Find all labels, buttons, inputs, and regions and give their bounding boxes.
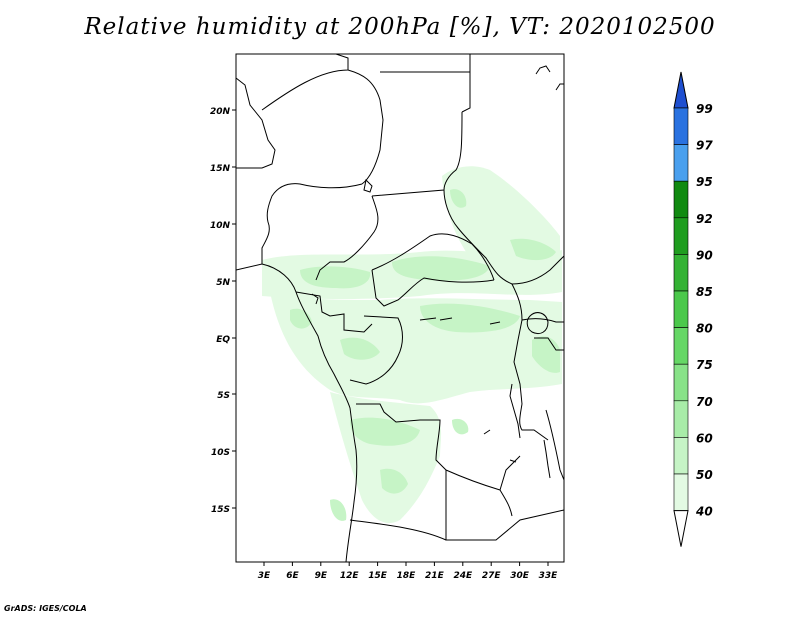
colorbar-label: 95 [696, 175, 713, 189]
border-15 [519, 403, 549, 441]
border-4 [261, 183, 363, 264]
humid-patch-11 [450, 189, 467, 208]
lat-label: 10N [210, 221, 231, 231]
lon-label: 3E [258, 571, 271, 581]
border-12 [295, 291, 373, 333]
lon-label: 24E [453, 571, 473, 581]
lat-label: 5N [216, 278, 230, 288]
colorbar-segment [673, 400, 689, 438]
colorbar-label: 97 [696, 139, 713, 153]
humid-region-central [270, 292, 562, 404]
lon-label: 30E [510, 571, 530, 581]
border-14 [511, 283, 523, 405]
latitude-axis: 20N 15N 10N 5N EQ 5S 10S 15S [210, 107, 236, 515]
lake-victoria [526, 312, 549, 335]
lake-dash-2 [489, 321, 501, 325]
humid-patch-12 [330, 499, 347, 521]
border-23 [521, 318, 564, 323]
border-13 [349, 315, 403, 385]
lake-dash-1 [419, 317, 453, 321]
colorbar-label: 80 [696, 322, 713, 336]
colorbar-segment [673, 363, 689, 402]
border-24 [535, 65, 564, 91]
colorbar-label: 60 [696, 431, 713, 445]
border-7 [371, 111, 463, 197]
border-22 [534, 337, 564, 351]
border-10 [371, 233, 495, 281]
lat-label: 10S [211, 448, 230, 458]
border-16 [356, 403, 447, 471]
lake-malawi [543, 439, 551, 479]
lon-label: 12E [340, 571, 360, 581]
border-17 [445, 455, 521, 491]
colorbar-label: 85 [696, 285, 713, 299]
colorbar-segment [673, 217, 689, 255]
colorbar-label: 40 [695, 505, 713, 519]
colorbar-segment [673, 254, 689, 292]
lon-label: 33E [539, 571, 559, 581]
map-frame [235, 53, 565, 563]
lon-label: 21E [425, 571, 445, 581]
colorbar-label: 70 [696, 395, 713, 409]
colorbar-segment [673, 327, 689, 365]
colorbar-label: 90 [696, 248, 713, 262]
border-2 [261, 54, 349, 111]
map-title: Relative humidity at 200hPa [%], VT: 202… [84, 14, 716, 40]
border-11 [371, 269, 495, 307]
colorbar-segment [673, 473, 689, 511]
colorbar-label: 99 [696, 102, 713, 116]
lon-label: 27E [482, 571, 502, 581]
border-1 [236, 77, 276, 169]
country-borders [236, 54, 564, 562]
humid-patch-6 [340, 337, 380, 360]
lat-label: 15S [211, 505, 230, 515]
humidity-shading [262, 166, 562, 524]
lake-chad [363, 178, 373, 193]
border-20 [499, 489, 513, 517]
lat-label: 15N [210, 164, 231, 174]
colorbar-label: 75 [696, 358, 713, 372]
lat-label: EQ [216, 335, 230, 345]
humid-patch-9 [290, 308, 312, 329]
border-18 [445, 470, 564, 541]
humid-patch-4 [350, 417, 420, 446]
lat-label: 5S [217, 391, 230, 401]
colorbar-segment [673, 180, 689, 219]
humid-patch-3 [420, 303, 520, 333]
border-9 [443, 189, 564, 285]
lon-label: 6E [286, 571, 299, 581]
humid-patch-2 [392, 256, 490, 281]
humid-patch-10 [452, 418, 469, 435]
border-21 [545, 409, 564, 481]
colorbar-top-arrow [673, 71, 689, 109]
river-fragment [311, 293, 319, 305]
humid-patch-5 [510, 238, 556, 261]
border-8 [315, 195, 379, 281]
longitude-axis: 3E 6E 9E 12E 15E 18E 21E 24E 27E 30E 33E [258, 562, 558, 581]
colorbar-label: 92 [696, 212, 713, 226]
border-5 [380, 71, 471, 113]
colorbar-bottom-arrow [673, 510, 689, 547]
colorbar-segment [673, 290, 689, 328]
lake-dash-3 [483, 429, 517, 463]
lon-label: 9E [315, 571, 328, 581]
lon-label: 18E [397, 571, 417, 581]
humid-region-south [330, 392, 442, 524]
colorbar-label: 50 [696, 468, 713, 482]
colorbar-segment [673, 437, 689, 475]
lon-label: 15E [368, 571, 388, 581]
border-3 [347, 69, 384, 185]
lake-tanganyika [509, 383, 521, 439]
border-19 [349, 519, 447, 541]
humid-patch-1 [300, 266, 371, 289]
colorbar: 99 97 95 92 90 85 80 75 70 60 50 40 [673, 71, 713, 547]
grads-credit: GrADS: IGES/COLA [4, 604, 87, 613]
colorbar-segment [673, 107, 689, 145]
colorbar-segment [673, 144, 689, 182]
lat-label: 20N [210, 107, 231, 117]
humid-patch-8 [380, 468, 408, 494]
